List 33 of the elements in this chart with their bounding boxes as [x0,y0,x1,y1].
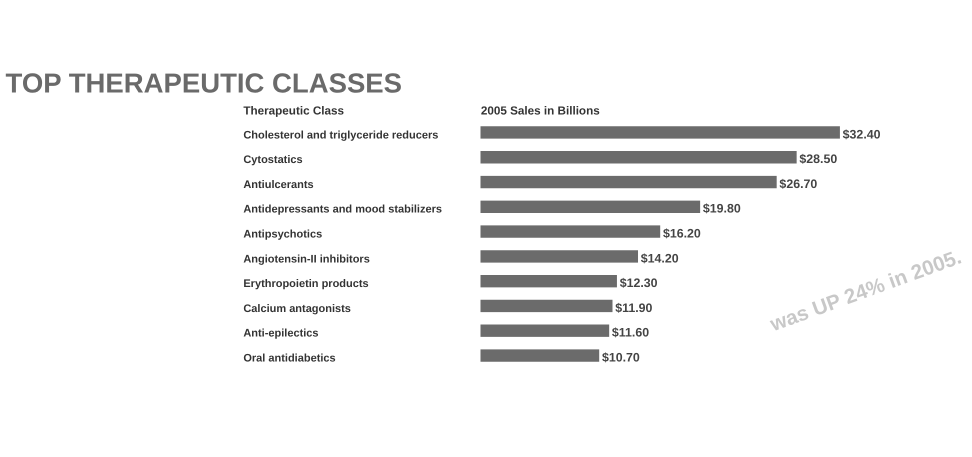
y-tick-label: Cholesterol and triglyceride reducers [243,129,438,142]
data-label: $19.80 [702,202,741,216]
data-label: $26.70 [779,176,818,191]
bar [480,200,700,214]
data-label: $14.20 [640,251,679,266]
data-label: $10.70 [602,350,640,364]
data-label: $12.30 [620,276,658,290]
data-label: $32.40 [842,127,881,142]
bar [480,151,797,164]
y-tick-label: Antiulcerants [243,178,314,191]
y-tick-label: Antidepressants and mood stabilizers [243,204,442,216]
y-tick-label: Calcium antagonists [243,302,351,315]
bar [480,349,600,362]
y-tick-label: Anti-epilectics [243,328,319,340]
bar [480,324,610,337]
bar [480,274,617,288]
y-tick-label: Oral antidiabetics [243,352,336,364]
y-tick-label: Cytostatics [243,154,303,166]
bar [480,176,777,188]
x-axis-title: 2005 Sales in Billions [480,104,600,118]
y-tick-label: Erythropoietin products [243,278,369,290]
y-axis-title: Therapeutic Class [243,104,345,118]
data-label: $11.90 [615,300,653,315]
bar [480,250,638,263]
y-tick-label: Antipsychotics [243,228,322,241]
data-label: $11.60 [612,326,650,340]
text: TOP THERAPEUTIC CLASSES [6,67,402,98]
data-label: $28.50 [799,152,838,166]
y-tick-label: Angiotensin-II inhibitors [243,253,370,266]
bar [480,225,660,238]
data-label: $16.20 [662,226,701,241]
bar [480,300,613,312]
bar [480,126,840,139]
